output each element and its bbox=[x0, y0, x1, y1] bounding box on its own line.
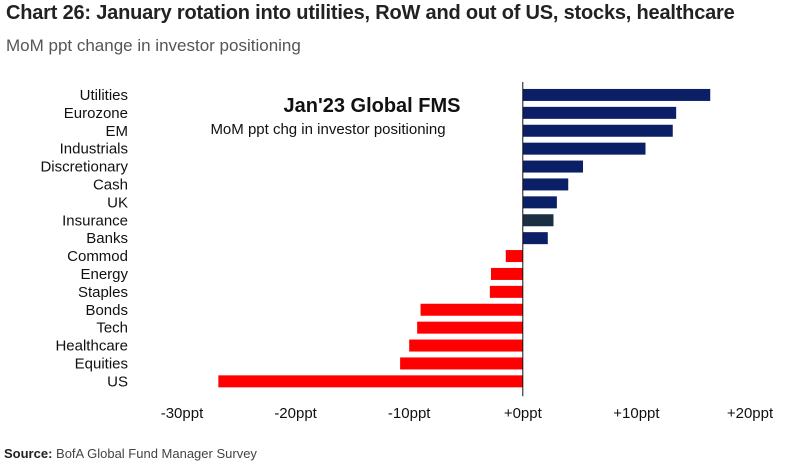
source-label: Source: bbox=[4, 446, 53, 461]
bar-bonds bbox=[420, 303, 523, 316]
chart-subtitle: MoM ppt change in investor positioning bbox=[6, 36, 301, 55]
bars-group bbox=[218, 88, 711, 388]
source-text: BofA Global Fund Manager Survey bbox=[56, 446, 257, 461]
category-label-eurozone: Eurozone bbox=[64, 105, 128, 122]
bar-energy bbox=[490, 267, 523, 280]
category-label-insurance: Insurance bbox=[62, 212, 128, 229]
x-tick-label: -10ppt bbox=[388, 405, 431, 422]
bar-em bbox=[522, 124, 673, 137]
annotation-title: Jan'23 Global FMS bbox=[283, 95, 460, 117]
bar-discretionary bbox=[522, 160, 584, 173]
bar-uk bbox=[522, 196, 557, 209]
x-tick-label: -20ppt bbox=[274, 405, 317, 422]
x-tick-label: +20ppt bbox=[727, 405, 774, 422]
category-labels: UtilitiesEurozoneEMIndustrialsDiscretion… bbox=[40, 87, 128, 390]
category-label-uk: UK bbox=[107, 194, 128, 211]
bar-insurance bbox=[522, 214, 554, 227]
bar-healthcare bbox=[409, 339, 523, 352]
annotation-subtitle: MoM ppt chg in investor positioning bbox=[210, 121, 445, 138]
bar-cash bbox=[522, 178, 569, 191]
category-label-commod: Commod bbox=[67, 248, 128, 265]
chart-title: Chart 26: January rotation into utilitie… bbox=[6, 2, 735, 24]
bar-industrials bbox=[522, 142, 646, 155]
category-label-healthcare: Healthcare bbox=[55, 338, 128, 355]
category-label-energy: Energy bbox=[80, 266, 128, 283]
category-label-staples: Staples bbox=[78, 284, 128, 301]
category-label-bonds: Bonds bbox=[85, 302, 128, 319]
category-label-utilities: Utilities bbox=[80, 87, 128, 104]
x-axis-ticks: -30ppt -20ppt -10ppt +0ppt +10ppt +20ppt bbox=[161, 405, 774, 422]
bar-banks bbox=[522, 232, 548, 245]
category-label-tech: Tech bbox=[96, 320, 128, 337]
x-tick-label: +0ppt bbox=[504, 405, 543, 422]
category-label-industrials: Industrials bbox=[60, 141, 128, 158]
x-tick-label: +10ppt bbox=[613, 405, 660, 422]
bar-equities bbox=[400, 357, 523, 370]
bar-utilities bbox=[522, 88, 711, 101]
bar-eurozone bbox=[522, 106, 677, 119]
category-label-discretionary: Discretionary bbox=[40, 159, 128, 176]
category-label-cash: Cash bbox=[93, 176, 128, 193]
category-label-em: EM bbox=[106, 123, 129, 140]
bar-us bbox=[218, 375, 523, 388]
x-tick-label: -30ppt bbox=[161, 405, 204, 422]
category-label-equities: Equities bbox=[75, 355, 128, 372]
bar-tech bbox=[417, 321, 523, 334]
category-label-banks: Banks bbox=[86, 230, 128, 247]
source-note: Source: BofA Global Fund Manager Survey bbox=[4, 446, 257, 461]
bar-staples bbox=[489, 285, 523, 298]
category-label-us: US bbox=[107, 373, 128, 390]
bar-commod bbox=[505, 250, 523, 263]
